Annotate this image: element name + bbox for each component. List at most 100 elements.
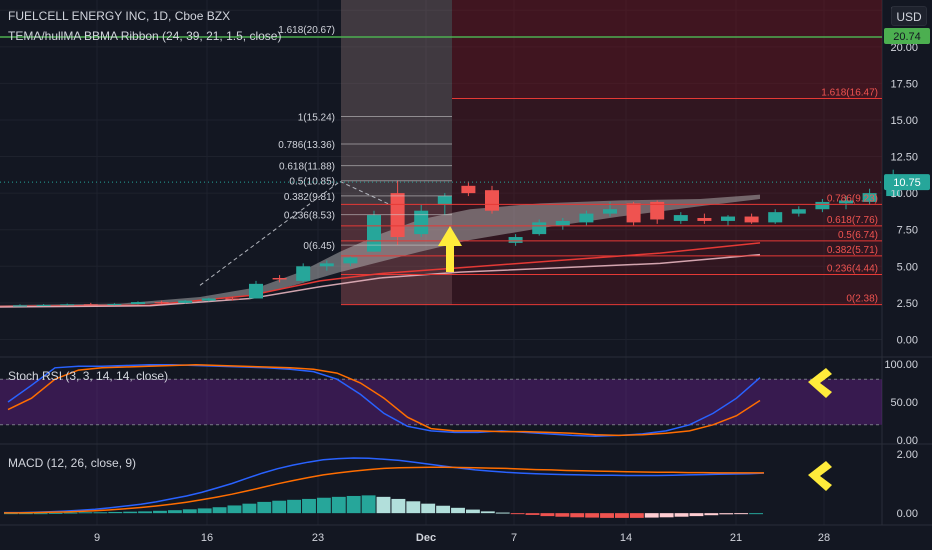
fib-label-left: 0.618(11.88) xyxy=(279,162,335,173)
rsi-axis-label: 0.00 xyxy=(897,435,918,447)
fib-zone-mid xyxy=(452,98,882,305)
candle-body xyxy=(862,193,877,202)
macd-histogram-bar xyxy=(227,505,242,514)
macd-histogram-bar xyxy=(108,511,123,514)
price-axis-label: 20.00 xyxy=(890,42,918,54)
candle-body xyxy=(626,203,641,223)
macd-histogram-bar xyxy=(212,507,227,514)
macd-histogram-bar xyxy=(391,498,406,514)
candle-body xyxy=(178,300,193,303)
candle-body xyxy=(650,201,665,220)
time-axis-label: 23 xyxy=(312,532,324,544)
candle-body xyxy=(721,216,735,221)
macd-histogram-bar xyxy=(719,513,734,515)
macd-histogram-bar xyxy=(555,513,570,517)
price-axis-label: 10.00 xyxy=(890,188,918,200)
macd-histogram-bar xyxy=(302,498,316,514)
fib-zones xyxy=(341,0,882,305)
fib-label-left: 1(15.24) xyxy=(298,112,335,123)
macd-histogram-bar xyxy=(18,513,33,515)
macd-histogram-bar xyxy=(465,509,480,514)
time-axis-label: 7 xyxy=(511,532,517,544)
left-arrow-icon xyxy=(808,461,832,491)
time-axis-label: Dec xyxy=(416,532,436,544)
time-axis-label: 9 xyxy=(94,532,100,544)
last-price-badge xyxy=(884,174,930,191)
macd-pane: MACD (12, 26, close, 9) xyxy=(4,456,765,518)
macd-histogram-bar xyxy=(525,513,540,515)
candle-body xyxy=(83,304,98,306)
candle-body xyxy=(508,237,523,243)
macd-histogram-bar xyxy=(63,512,78,514)
candle-body xyxy=(154,302,169,304)
macd-line xyxy=(4,457,765,514)
macd-histogram-bar xyxy=(734,513,749,515)
macd-histogram-bar xyxy=(93,512,108,514)
grid xyxy=(0,0,932,526)
indicator-title: TEMA/hullMA BBMA Ribbon (24, 39, 21, 1.5… xyxy=(8,29,282,43)
price-axis-label: 15.00 xyxy=(890,115,918,127)
up-arrow-icon xyxy=(438,226,462,272)
time-axis-label: 21 xyxy=(730,532,742,544)
macd-histogram-bar xyxy=(257,501,272,514)
fib-label-left: 0(6.45) xyxy=(303,241,335,252)
trend-line xyxy=(199,181,341,286)
macd-histogram-bar xyxy=(361,495,376,514)
candle-body xyxy=(673,215,688,221)
candle-body xyxy=(768,212,783,223)
fib-label-right: 0.786(9.23) xyxy=(827,193,878,204)
candle-body xyxy=(201,298,216,301)
last-price-label: 10.75 xyxy=(893,177,921,189)
macd-histogram-bar xyxy=(406,501,421,514)
macd-histogram-bar xyxy=(644,513,659,518)
rsi-axis-label: 100.00 xyxy=(884,359,918,371)
rsi-band-fill xyxy=(0,379,882,425)
candle-body xyxy=(36,305,51,307)
candle-body xyxy=(532,222,547,235)
candle-body xyxy=(343,257,358,264)
price-axis-label: 17.50 xyxy=(890,78,918,90)
price-axis-label: 7.50 xyxy=(897,225,918,237)
macd-axis-label: 2.00 xyxy=(897,449,918,461)
fib-zone-upper xyxy=(452,0,882,99)
macd-histogram-bar xyxy=(78,512,93,514)
fib-label-left: 1.618(20.67) xyxy=(278,25,335,36)
stoch-rsi-line-d xyxy=(7,364,761,437)
candle-body xyxy=(296,266,311,281)
macd-histogram-bar xyxy=(153,510,167,514)
candle-body xyxy=(319,263,334,267)
macd-histogram-bar xyxy=(614,513,629,518)
macd-histogram-bar xyxy=(421,503,436,514)
candle-body xyxy=(367,215,381,252)
candle-body xyxy=(414,210,429,235)
macd-histogram-bar xyxy=(674,513,689,517)
candle-body xyxy=(744,216,759,223)
price-axis-label: 5.00 xyxy=(897,261,918,273)
signal-line xyxy=(4,466,764,514)
macd-histogram-bar xyxy=(480,511,495,514)
macd-histogram-bar xyxy=(451,507,465,514)
macd-histogram-bar xyxy=(510,513,525,515)
price-axis: 0.00 2.50 5.00 7.50 10.00 12.50 15.00 17.50 20.0… xyxy=(0,5,930,544)
fib-label-left: 0.236(8.53) xyxy=(284,211,335,222)
candle-body xyxy=(603,209,617,214)
currency-button[interactable]: USD xyxy=(891,6,927,26)
macd-title: MACD (12, 26, close, 9) xyxy=(8,456,136,470)
macd-histogram-bar xyxy=(585,513,600,518)
fib-label-left: 0.786(13.36) xyxy=(278,140,335,151)
moving-average-pink xyxy=(0,253,761,308)
fib-label-right: 0.618(7.76) xyxy=(827,215,878,226)
candle-body xyxy=(791,209,806,214)
macd-histogram-bar xyxy=(33,513,48,515)
candle-body xyxy=(697,218,712,221)
candle-body xyxy=(579,213,594,223)
fib-label-right: 0(2.38) xyxy=(846,294,878,305)
time-axis-label: 16 xyxy=(201,532,213,544)
macd-histogram-bar xyxy=(659,513,674,518)
time-axis-label: 14 xyxy=(620,532,632,544)
macd-histogram-bar xyxy=(287,499,302,514)
candle-body xyxy=(437,196,452,205)
candle-body xyxy=(839,200,853,204)
